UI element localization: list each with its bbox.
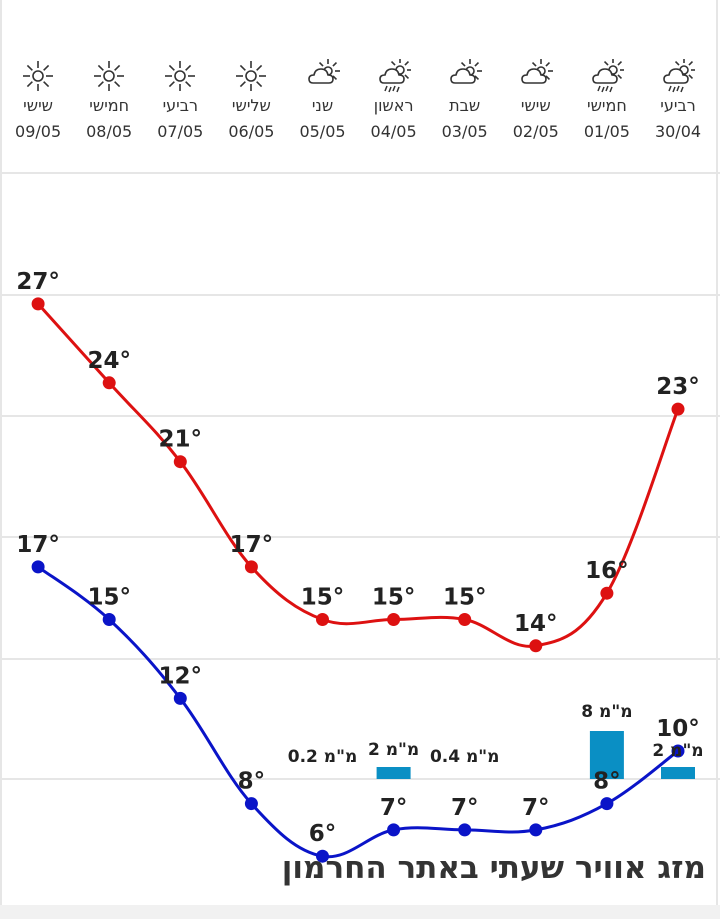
data-label: 16° <box>585 558 629 584</box>
data-point <box>529 823 543 837</box>
data-point <box>458 613 472 626</box>
data-label: 21° <box>159 427 203 453</box>
cloud-rain-sun-icon <box>643 58 713 94</box>
day-date: 01/05 <box>583 122 630 141</box>
partly-cloudy-icon <box>288 58 358 94</box>
day-column: שלישי 06/05 <box>216 58 286 142</box>
precipitation-label: 2 מ"מ <box>652 741 703 761</box>
data-point <box>458 823 472 837</box>
data-label: 24° <box>87 348 131 374</box>
data-point <box>102 376 116 390</box>
day-name: שישי <box>520 96 551 115</box>
day-name: חמישי <box>586 96 627 115</box>
data-label: 15° <box>87 585 131 611</box>
partly-cloudy-icon <box>501 58 571 94</box>
day-column: שני 05/05 <box>288 58 358 142</box>
day-column: שישי 09/05 <box>3 58 73 142</box>
day-name: שני <box>311 96 334 115</box>
data-label: 7° <box>522 795 550 821</box>
low-temp-line <box>37 565 679 859</box>
data-label: 27° <box>16 269 60 295</box>
data-label: 10° <box>656 716 700 742</box>
day-name: ראשון <box>373 96 414 115</box>
precipitation-label: 0.4 מ"מ <box>430 747 500 767</box>
data-point <box>529 639 543 653</box>
data-label: 17° <box>230 532 274 558</box>
data-label: 8° <box>238 769 266 795</box>
cloud-rain-sun-icon <box>359 58 429 94</box>
precipitation-label: 8 מ"מ <box>581 702 632 722</box>
day-name: חמישי <box>89 96 130 115</box>
data-label: 15° <box>443 585 487 611</box>
day-date: 08/05 <box>86 122 133 141</box>
data-point <box>31 560 45 574</box>
data-point <box>173 691 187 705</box>
day-header-row: רביעי 30/04 חמישי 01/05 שישי 02/05 שבת 03/05 ראש… <box>0 58 720 158</box>
sun-icon <box>145 58 215 94</box>
data-point <box>244 797 258 811</box>
high-temp-line <box>36 302 680 648</box>
sun-icon <box>3 58 73 94</box>
day-date: 30/04 <box>654 122 702 141</box>
data-point <box>387 823 401 837</box>
data-point <box>244 560 258 574</box>
day-date: 05/05 <box>299 122 346 141</box>
data-point <box>600 797 614 811</box>
data-label: 15° <box>301 585 345 611</box>
precipitation-bar <box>661 767 695 779</box>
day-name: שישי <box>23 96 53 115</box>
day-column: שבת 03/05 <box>430 58 500 142</box>
day-date: 07/05 <box>157 122 204 141</box>
day-name: שבת <box>449 96 481 115</box>
precipitation-bar <box>589 731 624 779</box>
data-point <box>600 586 614 600</box>
data-point <box>671 744 685 758</box>
day-column: ראשון 04/05 <box>359 58 429 142</box>
day-date: 03/05 <box>441 122 488 141</box>
data-label: 15° <box>372 585 416 611</box>
precipitation-label: 2 מ"מ <box>368 740 419 760</box>
data-point <box>102 613 116 626</box>
data-label: 17° <box>16 532 60 558</box>
data-point <box>173 455 187 469</box>
footer-strip <box>0 905 720 919</box>
partly-cloudy-icon <box>430 58 500 94</box>
data-label: 14° <box>514 611 558 637</box>
data-label: 7° <box>380 795 408 821</box>
page-title: מזג אוויר שעתי באתר החרמון <box>281 850 706 886</box>
precipitation-label: 0.2 מ"מ <box>288 747 358 767</box>
data-label: 7° <box>451 795 479 821</box>
data-label: 8° <box>593 769 621 795</box>
data-point <box>671 402 685 416</box>
day-column: חמישי 01/05 <box>572 58 642 142</box>
cloud-rain-sun-icon <box>572 58 642 94</box>
day-column: רביעי 07/05 <box>145 58 215 142</box>
day-date: 02/05 <box>512 122 559 141</box>
data-label: 12° <box>159 663 203 689</box>
data-point <box>31 297 45 311</box>
day-column: רביעי 30/04 <box>643 58 713 142</box>
day-column: שישי 02/05 <box>501 58 571 142</box>
data-point <box>316 849 329 863</box>
precipitation-bar <box>376 767 411 779</box>
day-date: 04/05 <box>370 122 417 141</box>
sun-icon <box>216 58 286 94</box>
sun-icon <box>74 58 144 94</box>
data-label: 6° <box>309 821 337 847</box>
data-point <box>316 613 329 626</box>
day-date: 06/05 <box>228 122 275 141</box>
data-point <box>387 613 401 626</box>
day-name: רביעי <box>660 96 696 115</box>
day-date: 09/05 <box>15 122 62 141</box>
day-name: רביעי <box>162 96 199 115</box>
day-column: חמישי 08/05 <box>74 58 144 142</box>
day-name: שלישי <box>231 96 271 115</box>
data-label: 23° <box>656 374 700 400</box>
